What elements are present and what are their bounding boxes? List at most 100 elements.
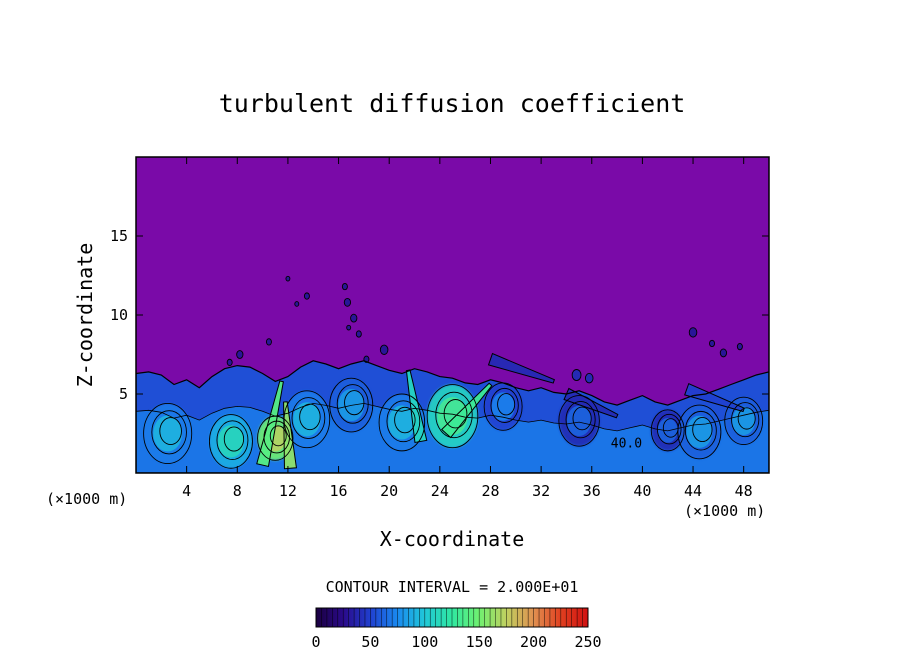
colorbar-tick-label-150: 150 [466,633,493,651]
eddy-contour-11-1 [731,402,760,438]
colorbar-ticks: 0 50 100 150 200 250 [311,633,601,651]
eddy-contour-11-0 [724,396,764,446]
lower-layer-contour [136,402,769,473]
eddy-contour-10-2 [692,416,713,443]
x-tick-label-20: 20 [380,482,398,500]
plume-contour-1 [283,401,298,470]
eddy-contour-9-0 [650,409,685,452]
blob-2 [294,301,300,307]
y-tick-label-5: 5 [119,385,128,403]
x-unit-right: (×1000 m) [684,502,765,520]
eddy-contour-10-1 [684,410,717,451]
eddy-contour-8-2 [572,406,592,431]
eddy-contour-0-2 [159,417,182,446]
x-tick-label-40: 40 [633,482,651,500]
x-tick-label-32: 32 [532,482,550,500]
eddy-core-5 [388,405,416,440]
eddy-contour-0-1 [151,410,187,455]
x-tick-label-8: 8 [233,482,242,500]
blob-1 [303,292,310,300]
eddy-contour-3-1 [291,397,326,440]
x-tick-label-44: 44 [684,482,702,500]
eddy-contour-0-0 [143,403,193,464]
plume-contour-2 [405,369,428,444]
eddy-contour-4-0 [329,377,374,433]
x-tick-label-12: 12 [279,482,297,500]
contour-label: 40.0 [611,437,642,452]
x-unit-left: (×1000 m) [46,490,127,508]
colorbar-tick-label-50: 50 [361,633,379,651]
eddy-core-7 [491,392,515,421]
eddy-contour-2-0 [257,415,294,461]
eddy-contour-1-2 [223,426,245,452]
colorbar-frame [315,607,589,628]
contour-interval-text: CONTOUR INTERVAL = 2.000E+01 [326,578,579,596]
blob-10 [265,338,272,346]
eddy-contour-6-0 [426,384,479,449]
blob-16 [736,342,743,351]
plume-contour-6 [684,382,745,413]
y-tick-label-15: 15 [110,227,128,245]
eddy-contour-8-0 [558,395,600,447]
plume-contour-3 [440,382,493,439]
colorbar-tick-label-200: 200 [520,633,547,651]
contour-lines [136,352,769,473]
colorbar-tick-label-250: 250 [574,633,601,651]
x-tick-label-24: 24 [431,482,449,500]
eddy-contour-2-2 [269,425,287,447]
colorbar-tick-label-0: 0 [311,633,320,651]
x-axis: 4 8 12 16 20 24 28 32 36 40 44 48 [182,157,753,500]
x-tick-label-16: 16 [330,482,348,500]
plume-contour-0 [256,380,284,468]
x-axis-label: X-coordinate [380,527,525,551]
eddy-contour-11-2 [737,407,756,430]
chart-title: turbulent diffusion coefficient [219,89,686,118]
eddy-core-0 [153,415,183,452]
blob-14 [709,339,716,348]
eddy-contour-3-2 [299,403,321,431]
x-tick-label-4: 4 [182,482,191,500]
eddy-contour-4-2 [344,390,365,416]
colorbar-segments [321,608,583,627]
blob-12 [226,358,233,367]
plume-2 [406,369,427,443]
eddy-contour-1-0 [208,414,253,469]
eddy-contour-9-1 [656,413,682,445]
eddy-core-3 [293,402,321,437]
blob-11 [236,350,244,359]
blob-13 [688,327,698,338]
blob-6 [355,330,362,338]
plume-4 [488,353,555,384]
eddy-core-1 [218,425,244,458]
blob-8 [379,344,389,355]
eddy-core-8 [566,405,592,437]
eddy-contour-6-1 [435,391,473,439]
blob-5 [350,313,358,323]
boundary-layer-contour [136,360,769,473]
eddy-contour-1-1 [216,420,249,460]
eddy-contour-10-0 [677,404,722,460]
blob-4 [343,297,352,307]
plume-contour-4 [487,352,556,384]
eddy-contour-6-2 [443,399,468,429]
eddy-contour-5-1 [386,400,421,443]
blob-15 [719,348,728,358]
eddy-contour-8-1 [565,401,596,439]
eddy-contour-7-2 [497,393,516,416]
y-axis: 5 10 15 [110,227,769,403]
blob-7 [346,324,352,331]
eddy-contour-7-1 [490,387,519,423]
blob-18 [584,373,594,384]
x-tick-label-36: 36 [583,482,601,500]
y-tick-label-10: 10 [110,306,128,324]
eddy-contour-4-1 [336,384,369,424]
eddy-contour-5-2 [394,406,416,434]
blob-17 [571,369,582,382]
x-tick-label-48: 48 [735,482,753,500]
plume-contour-5 [563,387,619,419]
y-axis-label: Z-coordinate [73,243,97,388]
blob-0 [285,275,291,282]
eddy-contour-5-0 [378,393,426,452]
blob-3 [341,282,348,291]
